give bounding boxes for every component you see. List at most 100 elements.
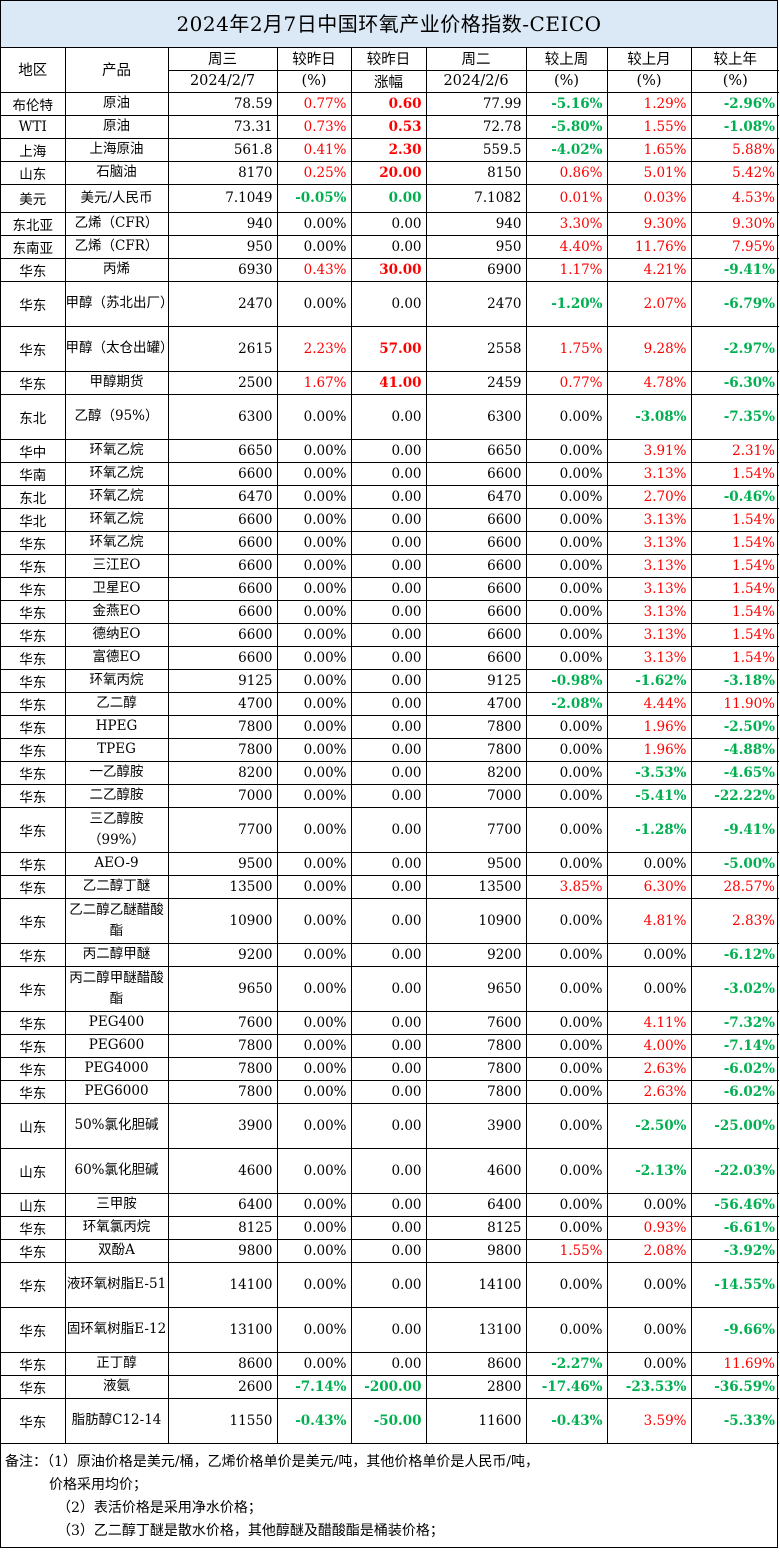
cell-tue-price: 6900 bbox=[425, 257, 527, 282]
cell-tue-price: 2459 bbox=[425, 370, 527, 395]
cell-tue-price: 6600 bbox=[425, 599, 527, 624]
col-header-chg-pct: 较昨日 bbox=[276, 48, 352, 71]
cell-tue-price: 13500 bbox=[425, 874, 527, 899]
cell-chg-pct: 0.00% bbox=[276, 576, 352, 601]
cell-chg-amt: 0.00 bbox=[350, 211, 427, 236]
cell-month-pct: 3.91% bbox=[606, 438, 692, 463]
cell-year-pct: 5.42% bbox=[690, 160, 779, 185]
table-row: 华东 PEG6000 7800 0.00% 0.00 7800 0.00% 2.63% -6.0… bbox=[1, 1079, 779, 1104]
cell-region: 山东 bbox=[1, 1192, 66, 1217]
cell-tue-price: 8600 bbox=[425, 1351, 527, 1376]
cell-region: 华东 bbox=[1, 530, 66, 555]
cell-wed-price: 6600 bbox=[167, 507, 278, 532]
cell-chg-amt: 0.00 bbox=[350, 1351, 427, 1376]
table-row: 山东 石脑油 8170 0.25% 20.00 8150 0.86% 5.01% 5.42% bbox=[1, 160, 779, 185]
cell-wed-price: 2470 bbox=[167, 280, 278, 327]
cell-week-pct: 0.00% bbox=[525, 576, 608, 601]
cell-product: 液氨 bbox=[64, 1374, 169, 1399]
cell-year-pct: 1.54% bbox=[690, 553, 779, 578]
cell-wed-price: 73.31 bbox=[167, 114, 278, 139]
cell-region: 华东 bbox=[1, 874, 66, 899]
cell-product: 富德EO bbox=[64, 645, 169, 670]
cell-chg-amt: 0.00 bbox=[350, 760, 427, 785]
cell-region: 华东 bbox=[1, 1351, 66, 1376]
cell-wed-price: 8170 bbox=[167, 160, 278, 185]
cell-product: 甲醇（太仓出罐） bbox=[64, 325, 169, 372]
cell-region: 华南 bbox=[1, 461, 66, 486]
cell-product: 环氧乙烷 bbox=[64, 461, 169, 486]
cell-chg-pct: 0.00% bbox=[276, 622, 352, 647]
col-header-chg-amt: 较昨日 bbox=[350, 48, 427, 71]
cell-year-pct: -5.00% bbox=[690, 851, 779, 876]
cell-chg-pct: 0.00% bbox=[276, 438, 352, 463]
cell-product: 原油 bbox=[64, 114, 169, 139]
cell-year-pct: 1.54% bbox=[690, 530, 779, 555]
cell-chg-pct: 0.00% bbox=[276, 599, 352, 624]
cell-wed-price: 9125 bbox=[167, 668, 278, 693]
cell-chg-amt: -50.00 bbox=[350, 1397, 427, 1444]
cell-year-pct: 9.30% bbox=[690, 211, 779, 236]
table-row: 华东 TPEG 7800 0.00% 0.00 7800 0.00% 1.96% -4.88% bbox=[1, 737, 779, 762]
cell-region: 华东 bbox=[1, 325, 66, 372]
cell-week-pct: 0.01% bbox=[525, 183, 608, 213]
table-row: 华东 乙二醇 4700 0.00% 0.00 4700 -2.08% 4.44% 11.90% bbox=[1, 691, 779, 716]
cell-month-pct: 2.63% bbox=[606, 1056, 692, 1081]
cell-tue-price: 6470 bbox=[425, 484, 527, 509]
cell-chg-pct: 0.00% bbox=[276, 714, 352, 739]
cell-chg-pct: 0.00% bbox=[276, 1102, 352, 1149]
table-row: 华东 甲醇（苏北出厂） 2470 0.00% 0.00 2470 -1.20% 2.07% -6… bbox=[1, 280, 779, 327]
cell-month-pct: -23.53% bbox=[606, 1374, 692, 1399]
cell-year-pct: -36.59% bbox=[690, 1374, 779, 1399]
cell-region: 华东 bbox=[1, 576, 66, 601]
cell-product: 金燕EO bbox=[64, 599, 169, 624]
cell-month-pct: -3.08% bbox=[606, 393, 692, 440]
table-row: 上海 上海原油 561.8 0.41% 2.30 559.5 -4.02% 1.65% 5.88… bbox=[1, 137, 779, 162]
cell-region: 山东 bbox=[1, 1147, 66, 1194]
table-row: 华东 卫星EO 6600 0.00% 0.00 6600 0.00% 3.13% 1.54% bbox=[1, 576, 779, 601]
cell-wed-price: 9200 bbox=[167, 942, 278, 967]
cell-chg-amt: 30.00 bbox=[350, 257, 427, 282]
cell-region: 华东 bbox=[1, 965, 66, 1012]
cell-wed-price: 8200 bbox=[167, 760, 278, 785]
cell-wed-price: 6600 bbox=[167, 461, 278, 486]
col-header-week: 较上周 bbox=[525, 48, 608, 71]
cell-year-pct: 28.57% bbox=[690, 874, 779, 899]
cell-year-pct: -3.02% bbox=[690, 965, 779, 1012]
cell-region: 华东 bbox=[1, 942, 66, 967]
col-header-week-unit: (%) bbox=[525, 69, 608, 93]
cell-product: PEG4000 bbox=[64, 1056, 169, 1081]
cell-chg-pct: 0.25% bbox=[276, 160, 352, 185]
cell-wed-price: 6600 bbox=[167, 530, 278, 555]
cell-region: 华东 bbox=[1, 1079, 66, 1104]
cell-month-pct: -5.41% bbox=[606, 783, 692, 808]
col-header-month: 较上月 bbox=[606, 48, 692, 71]
cell-product: 丙二醇甲醚 bbox=[64, 942, 169, 967]
cell-chg-amt: 0.00 bbox=[350, 1192, 427, 1217]
cell-month-pct: 2.07% bbox=[606, 280, 692, 327]
cell-tue-price: 6600 bbox=[425, 507, 527, 532]
cell-month-pct: 5.01% bbox=[606, 160, 692, 185]
cell-region: WTI bbox=[1, 114, 66, 139]
cell-chg-amt: 0.00 bbox=[350, 1147, 427, 1194]
cell-week-pct: 0.00% bbox=[525, 1215, 608, 1240]
cell-wed-price: 13500 bbox=[167, 874, 278, 899]
table-row: 华东 丙二醇甲醚 9200 0.00% 0.00 9200 0.00% 0.00% -6.12% bbox=[1, 942, 779, 967]
col-header-year-unit: (%) bbox=[690, 69, 779, 93]
cell-wed-price: 4600 bbox=[167, 1147, 278, 1194]
cell-tue-price: 8150 bbox=[425, 160, 527, 185]
cell-chg-pct: 0.00% bbox=[276, 668, 352, 693]
cell-week-pct: 4.40% bbox=[525, 234, 608, 259]
cell-tue-price: 7800 bbox=[425, 1079, 527, 1104]
cell-chg-amt: 0.53 bbox=[350, 114, 427, 139]
cell-year-pct: -7.14% bbox=[690, 1033, 779, 1058]
cell-month-pct: 1.65% bbox=[606, 137, 692, 162]
cell-week-pct: 0.00% bbox=[525, 783, 608, 808]
cell-chg-amt: 0.00 bbox=[350, 1010, 427, 1035]
cell-chg-amt: 0.00 bbox=[350, 599, 427, 624]
cell-region: 华东 bbox=[1, 1261, 66, 1308]
cell-product: 三江EO bbox=[64, 553, 169, 578]
cell-product: PEG400 bbox=[64, 1010, 169, 1035]
cell-week-pct: 0.86% bbox=[525, 160, 608, 185]
table-row: 美元 美元/人民币 7.1049 -0.05% 0.00 7.1082 0.01% 0.03%… bbox=[1, 183, 779, 213]
cell-region: 华东 bbox=[1, 851, 66, 876]
